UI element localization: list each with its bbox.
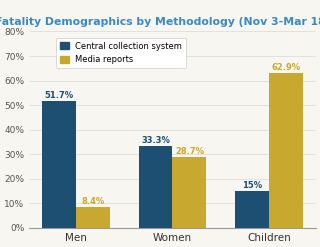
Bar (42, 101, 76, 228)
Text: 62.9%: 62.9% (271, 63, 300, 72)
Text: 51.7%: 51.7% (44, 91, 74, 100)
Bar (235, 191, 269, 228)
Bar (172, 158, 206, 228)
Text: Fatality Demographics by Methodology (Nov 3-Mar 18): Fatality Demographics by Methodology (No… (0, 17, 320, 26)
Bar (269, 73, 303, 228)
Text: 15%: 15% (242, 181, 262, 190)
Text: 8.4%: 8.4% (81, 197, 105, 206)
Bar (76, 207, 110, 228)
Text: 28.7%: 28.7% (175, 147, 204, 156)
Legend: Central collection system, Media reports: Central collection system, Media reports (56, 38, 187, 68)
Bar (139, 146, 172, 228)
Text: 33.3%: 33.3% (141, 136, 170, 145)
